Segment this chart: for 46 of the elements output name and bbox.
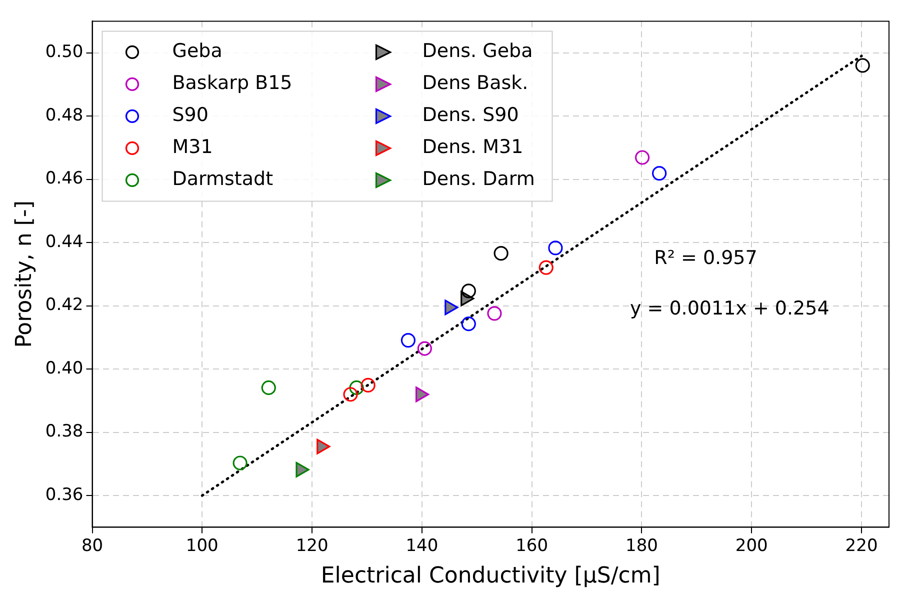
x-tick-label: 180: [626, 536, 658, 556]
point: [343, 387, 358, 402]
point: [417, 341, 432, 356]
point: [461, 284, 476, 298]
legend-label: Dens. S90: [422, 104, 519, 126]
x-tick-label: 200: [735, 536, 768, 556]
legend-label: Dens Bask.: [422, 72, 528, 94]
y-tick-label: 0.44: [45, 232, 84, 252]
point: [261, 380, 276, 396]
x-tick-label: 80: [81, 536, 104, 556]
x-tick-label: 160: [516, 536, 548, 556]
point: [400, 332, 416, 348]
y-tick-label: 0.40: [45, 358, 84, 378]
legend-label: Baskarp B15: [172, 72, 292, 94]
y-tick-label: 0.50: [45, 42, 84, 62]
legend-label: Darmstadt: [172, 168, 274, 190]
point: [634, 150, 650, 165]
point: [538, 260, 554, 275]
point: [360, 378, 376, 393]
x-tick-label: 140: [406, 536, 438, 556]
annotation: R² = 0.957: [654, 246, 758, 269]
point: [232, 456, 248, 470]
x-axis-title: Electrical Conductivity [µS/cm]: [320, 564, 660, 589]
y-axis-title: Porosity, n [-]: [12, 200, 37, 348]
legend-label: Geba: [172, 40, 222, 62]
y-tick-label: 0.38: [45, 422, 84, 442]
legend-label: M31: [172, 136, 213, 158]
x-tick-label: 120: [296, 536, 328, 556]
y-tick-label: 0.36: [45, 484, 84, 505]
legend-label: Dens. Darm: [422, 168, 535, 190]
point: [652, 166, 667, 181]
x-tick-label: 220: [845, 536, 878, 556]
y-tick-label: 0.48: [45, 105, 84, 126]
point: [349, 380, 364, 396]
legend-label: Dens. Geba: [422, 40, 533, 62]
legend-label: S90: [172, 104, 208, 126]
x-tick-label: 100: [186, 536, 218, 556]
point: [855, 58, 870, 73]
y-tick-label: 0.42: [45, 295, 84, 316]
legend-label: Dens. M31: [422, 136, 524, 158]
point: [548, 240, 563, 256]
point: [461, 316, 476, 332]
point: [487, 306, 502, 321]
y-tick-label: 0.46: [45, 168, 84, 189]
annotation: y = 0.0011x + 0.254: [630, 298, 830, 320]
point: [494, 246, 508, 261]
